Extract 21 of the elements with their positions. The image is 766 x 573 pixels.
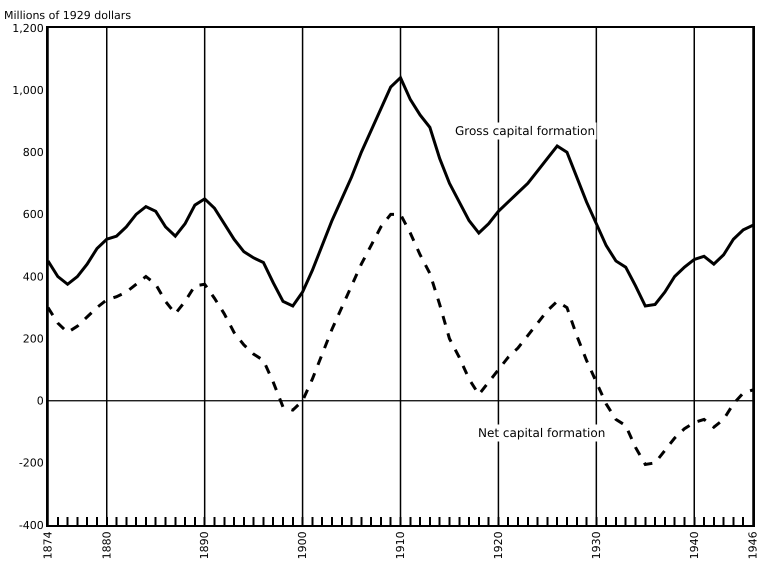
x-tick-label: 1874	[42, 531, 55, 560]
x-tick-label: 1940	[688, 531, 701, 560]
x-tick-label: 1920	[492, 531, 505, 560]
y-tick-label: 1,000	[12, 84, 44, 97]
y-tick-label: -400	[18, 518, 44, 532]
y-tick-label: 600	[22, 208, 44, 222]
x-tick-label: 1910	[394, 531, 408, 560]
annotation: Net capital formation	[478, 426, 606, 440]
x-tick-label: 1880	[100, 531, 114, 560]
y-tick-label: 800	[22, 146, 44, 160]
y-tick-label: 200	[22, 332, 44, 346]
x-tick-label: 1946	[746, 531, 760, 560]
y-tick-label: 400	[22, 270, 44, 284]
y-tick-label: 1,200	[12, 22, 44, 35]
y-tick-label: -200	[18, 456, 44, 470]
x-tick-label: 1930	[590, 531, 603, 560]
x-tick-label: 1890	[198, 531, 212, 560]
y-axis-title: Millions of 1929 dollars	[4, 9, 132, 22]
y-tick-label: 0	[36, 394, 44, 408]
x-tick-label: 1900	[296, 531, 310, 560]
annotation: Gross capital formation	[455, 124, 596, 138]
